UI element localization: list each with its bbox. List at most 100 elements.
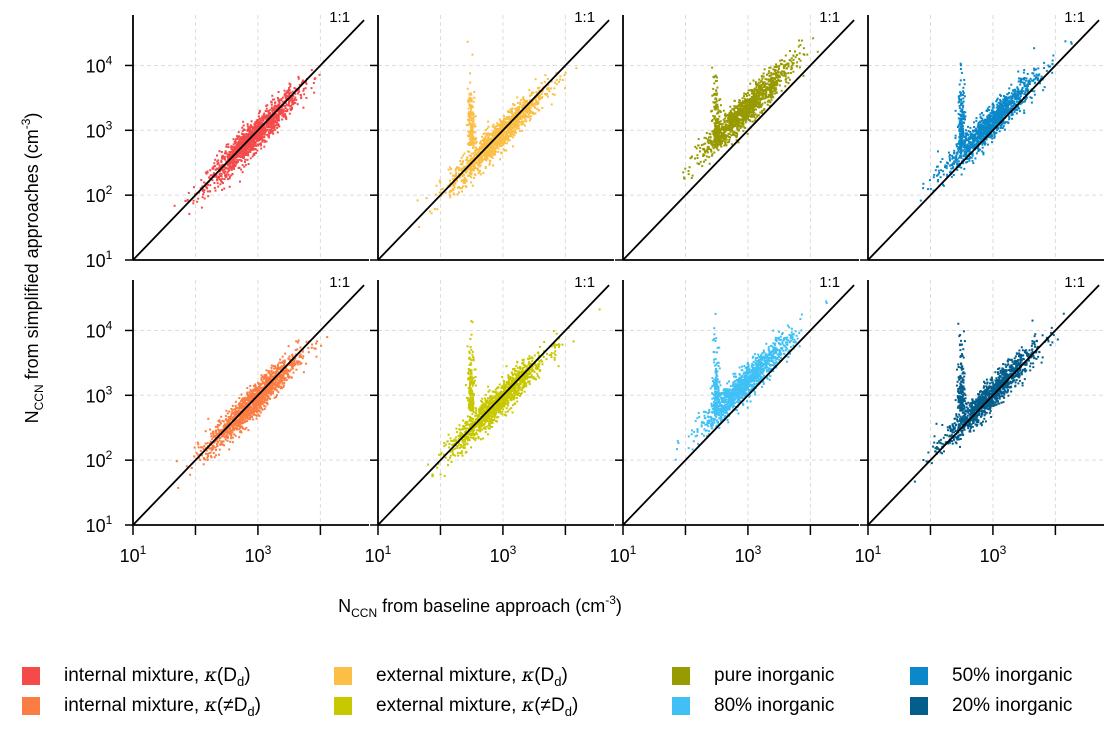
data-point <box>741 121 744 124</box>
data-point <box>554 81 556 84</box>
data-point <box>270 103 273 106</box>
data-point <box>708 162 711 165</box>
data-point <box>507 139 510 142</box>
data-point <box>747 116 750 119</box>
data-point <box>265 122 268 124</box>
data-point <box>506 117 509 120</box>
data-point <box>732 107 735 110</box>
data-point <box>728 133 731 136</box>
data-point <box>196 200 199 203</box>
data-point <box>216 163 219 166</box>
data-point <box>511 110 513 113</box>
data-point <box>966 157 969 160</box>
data-point <box>499 158 502 161</box>
data-point <box>498 144 501 147</box>
data-point <box>289 85 292 88</box>
data-point <box>474 174 477 177</box>
data-point <box>298 90 301 93</box>
data-point <box>297 92 299 95</box>
data-point <box>969 146 972 149</box>
data-point <box>283 94 286 97</box>
data-point <box>775 73 778 76</box>
data-point <box>709 136 712 139</box>
data-point <box>755 94 758 97</box>
data-point <box>514 128 517 131</box>
data-point <box>963 83 966 86</box>
data-point <box>523 109 526 112</box>
data-point <box>226 178 229 181</box>
data-point <box>497 147 500 150</box>
data-point <box>527 113 530 116</box>
data-point <box>982 120 985 123</box>
data-point <box>714 138 717 141</box>
data-point <box>214 189 217 192</box>
data-point <box>298 83 301 86</box>
data-point <box>485 152 488 155</box>
data-point <box>967 140 970 143</box>
data-point <box>699 150 701 153</box>
data-point <box>1007 122 1010 124</box>
data-point <box>448 191 451 194</box>
data-point <box>712 147 715 150</box>
data-point <box>708 156 711 159</box>
data-point <box>484 132 487 135</box>
data-point <box>746 92 749 95</box>
data-point <box>214 158 217 161</box>
data-point <box>745 104 748 107</box>
data-point <box>1023 100 1026 103</box>
data-point <box>483 142 486 145</box>
data-point <box>247 141 250 144</box>
data-point <box>958 139 961 142</box>
data-point <box>787 62 790 65</box>
data-point <box>754 83 757 85</box>
data-point <box>732 126 735 128</box>
data-point <box>723 121 726 124</box>
data-point <box>249 132 252 135</box>
data-point <box>503 139 505 142</box>
data-point <box>282 108 285 111</box>
data-point <box>472 144 475 147</box>
data-point <box>524 118 527 121</box>
data-point <box>713 133 716 136</box>
data-point <box>497 127 500 130</box>
data-point <box>206 187 209 190</box>
data-point <box>258 135 261 138</box>
data-point <box>213 182 216 184</box>
data-point <box>258 109 261 112</box>
data-point <box>785 72 788 75</box>
data-point <box>530 92 533 95</box>
data-point <box>301 79 304 82</box>
data-point <box>775 84 778 87</box>
data-point <box>296 103 299 106</box>
data-point <box>547 87 550 90</box>
data-point <box>1001 104 1004 107</box>
data-point <box>729 124 732 127</box>
data-point <box>958 107 961 110</box>
data-point <box>716 135 719 138</box>
data-point <box>742 106 745 109</box>
data-point <box>227 146 230 149</box>
data-point <box>712 115 715 117</box>
data-point <box>550 103 553 106</box>
data-point <box>269 125 272 128</box>
data-point <box>228 153 231 156</box>
data-point <box>522 96 525 99</box>
data-point <box>490 153 493 156</box>
data-point <box>756 114 759 117</box>
data-point <box>259 123 261 126</box>
data-point <box>729 136 732 139</box>
data-point <box>735 139 738 142</box>
data-point <box>515 119 518 122</box>
data-point <box>740 103 743 106</box>
data-point <box>496 141 499 144</box>
data-point <box>217 159 220 162</box>
data-point <box>257 115 260 118</box>
data-point <box>225 166 228 169</box>
data-point <box>287 89 289 92</box>
data-point <box>203 197 206 200</box>
data-point <box>760 110 763 113</box>
data-point <box>951 164 954 167</box>
data-point <box>525 120 528 123</box>
data-point <box>501 121 504 124</box>
data-point <box>956 158 959 161</box>
